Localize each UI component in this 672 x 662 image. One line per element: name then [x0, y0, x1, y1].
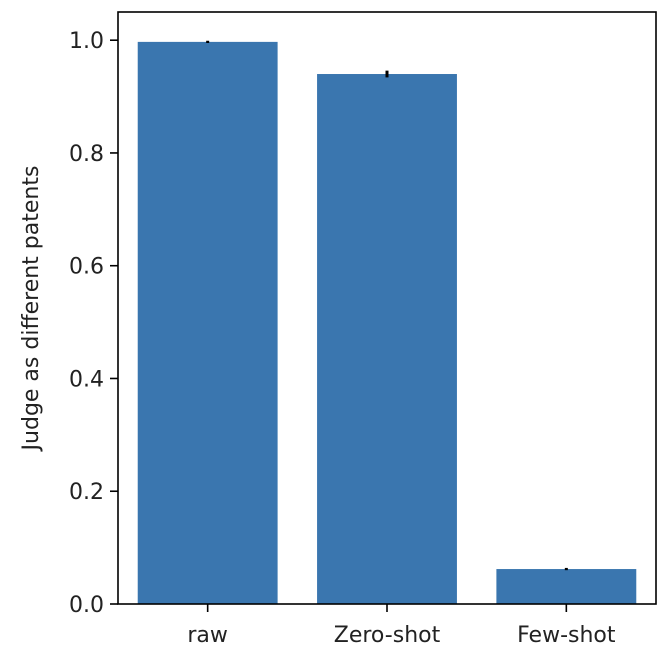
y-tick-label: 0.4: [69, 367, 104, 392]
x-tick-label: Zero-shot: [334, 623, 441, 648]
x-tick-label: Few-shot: [517, 623, 616, 648]
y-ticks-layer: 0.0 0.2 0.4 0.6 0.8 1.0: [69, 29, 118, 618]
y-tick-label: 0.2: [69, 480, 104, 505]
bar-zero-shot: [317, 74, 457, 605]
bars-layer: [137, 41, 637, 605]
y-tick-label: 0.8: [69, 142, 104, 167]
y-axis-label: Judge as different patents: [19, 166, 44, 453]
y-tick-label: 1.0: [69, 29, 104, 54]
bar-raw: [137, 41, 278, 605]
error-bars-layer: [206, 40, 568, 571]
x-tick-label: raw: [187, 623, 228, 648]
bar-few-shot: [496, 569, 637, 604]
y-tick-label: 0.0: [69, 593, 104, 618]
y-tick-label: 0.6: [69, 255, 104, 280]
x-ticks-layer: raw Zero-shot Few-shot: [187, 604, 616, 648]
